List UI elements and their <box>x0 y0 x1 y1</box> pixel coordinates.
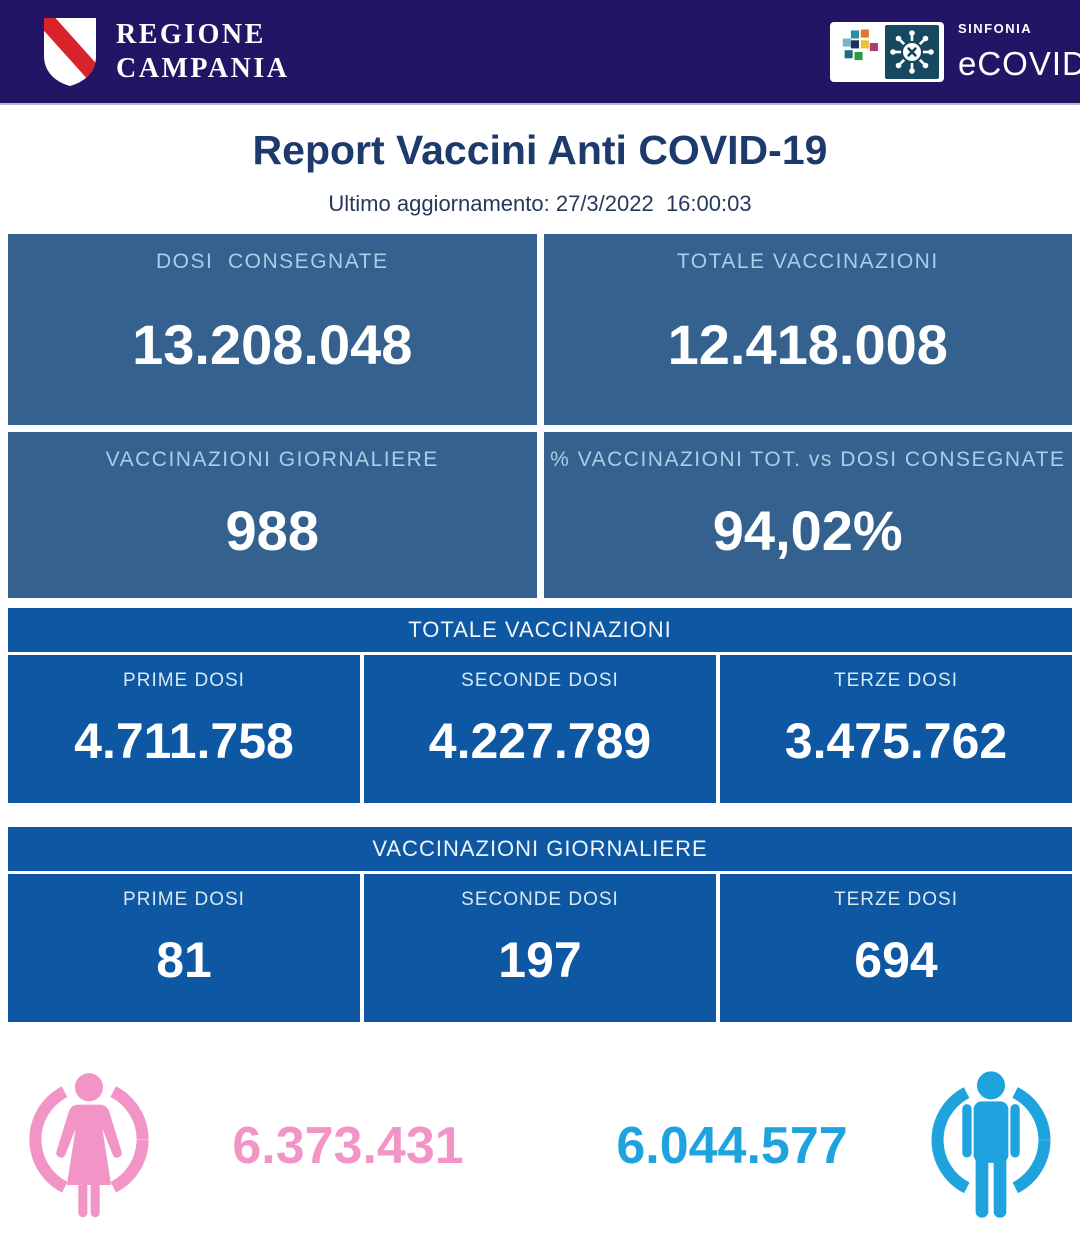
regione-campania-wordmark: REGIONE CAMPANIA <box>116 18 289 84</box>
page-title: Report Vaccini Anti COVID-19 <box>252 127 828 173</box>
col-label: SECONDE DOSI <box>461 670 619 691</box>
section-totale-vaccinazioni: TOTALE VACCINAZIONI PRIME DOSI 4.711.758… <box>8 608 1072 803</box>
col-value: 4.711.758 <box>74 712 294 769</box>
platform-logos: SINFONIA eCOVID <box>830 20 1080 83</box>
female-total: 6.373.431 <box>232 1116 464 1175</box>
section-columns: PRIME DOSI 4.711.758 SECONDE DOSI 4.227.… <box>8 655 1072 803</box>
gender-totals: 6.373.431 6.044.577 <box>0 1068 1080 1223</box>
col-value: 694 <box>854 931 938 988</box>
col-label: SECONDE DOSI <box>461 889 619 910</box>
section-title: VACCINAZIONI GIORNALIERE <box>8 827 1072 871</box>
ecovid-virus-icon <box>885 24 939 79</box>
col-label: PRIME DOSI <box>123 670 245 691</box>
col-value: 197 <box>498 931 582 988</box>
col-seconde-dosi: SECONDE DOSI 197 <box>364 874 716 1022</box>
header-bar: REGIONE CAMPANIA <box>0 0 1080 105</box>
last-update: Ultimo aggiornamento: 27/3/2022 16:00:03 <box>328 191 752 216</box>
male-total: 6.044.577 <box>616 1116 848 1175</box>
col-label: TERZE DOSI <box>833 889 958 910</box>
ecovid-label: eCOVID <box>958 44 1080 82</box>
card-label: VACCINAZIONI GIORNALIERE <box>105 448 439 471</box>
card-value: 94,02% <box>712 498 903 562</box>
section-columns: PRIME DOSI 81 SECONDE DOSI 197 TERZE DOS… <box>8 874 1072 1022</box>
card-label: % VACCINAZIONI TOT. vs DOSI CONSEGNATE <box>550 448 1066 471</box>
sinfonia-logo-box <box>830 21 944 82</box>
col-prime-dosi: PRIME DOSI 4.711.758 <box>8 655 360 803</box>
female-icon <box>29 1073 149 1218</box>
card-label: TOTALE VACCINAZIONI <box>676 250 939 273</box>
card-value: 13.208.048 <box>132 313 413 376</box>
region-word-1: REGIONE <box>116 19 266 51</box>
col-terze-dosi: TERZE DOSI 3.475.762 <box>720 655 1072 803</box>
col-terze-dosi: TERZE DOSI 694 <box>720 874 1072 1022</box>
card-label: DOSI CONSEGNATE <box>156 250 389 273</box>
col-seconde-dosi: SECONDE DOSI 4.227.789 <box>364 655 716 803</box>
summary-cards: DOSI CONSEGNATE 13.208.048 TOTALE VACCIN… <box>8 234 1072 598</box>
col-value: 4.227.789 <box>428 712 652 769</box>
card-percentuale-vaccinazioni: % VACCINAZIONI TOT. vs DOSI CONSEGNATE 9… <box>543 432 1072 598</box>
col-label: TERZE DOSI <box>833 670 958 691</box>
sinfonia-label: SINFONIA <box>958 20 1033 36</box>
section-vaccinazioni-giornaliere: VACCINAZIONI GIORNALIERE PRIME DOSI 81 S… <box>8 827 1072 1022</box>
card-totale-vaccinazioni: TOTALE VACCINAZIONI 12.418.008 <box>543 234 1072 425</box>
platform-wordmark: SINFONIA eCOVID <box>958 20 1080 83</box>
col-value: 81 <box>156 931 212 988</box>
card-value: 988 <box>225 498 319 562</box>
card-value: 12.418.008 <box>667 313 948 376</box>
campania-shield-icon <box>44 17 96 86</box>
section-title: TOTALE VACCINAZIONI <box>8 608 1072 652</box>
col-label: PRIME DOSI <box>123 889 245 910</box>
card-dosi-consegnate: DOSI CONSEGNATE 13.208.048 <box>8 234 537 425</box>
card-vaccinazioni-giornaliere: VACCINAZIONI GIORNALIERE 988 <box>8 432 537 598</box>
col-prime-dosi: PRIME DOSI 81 <box>8 874 360 1022</box>
regione-campania-logo: REGIONE CAMPANIA <box>40 16 289 88</box>
col-value: 3.475.762 <box>784 712 1008 769</box>
region-word-2: CAMPANIA <box>116 52 290 84</box>
male-icon <box>931 1071 1051 1218</box>
sinfonia-icon <box>842 29 878 60</box>
